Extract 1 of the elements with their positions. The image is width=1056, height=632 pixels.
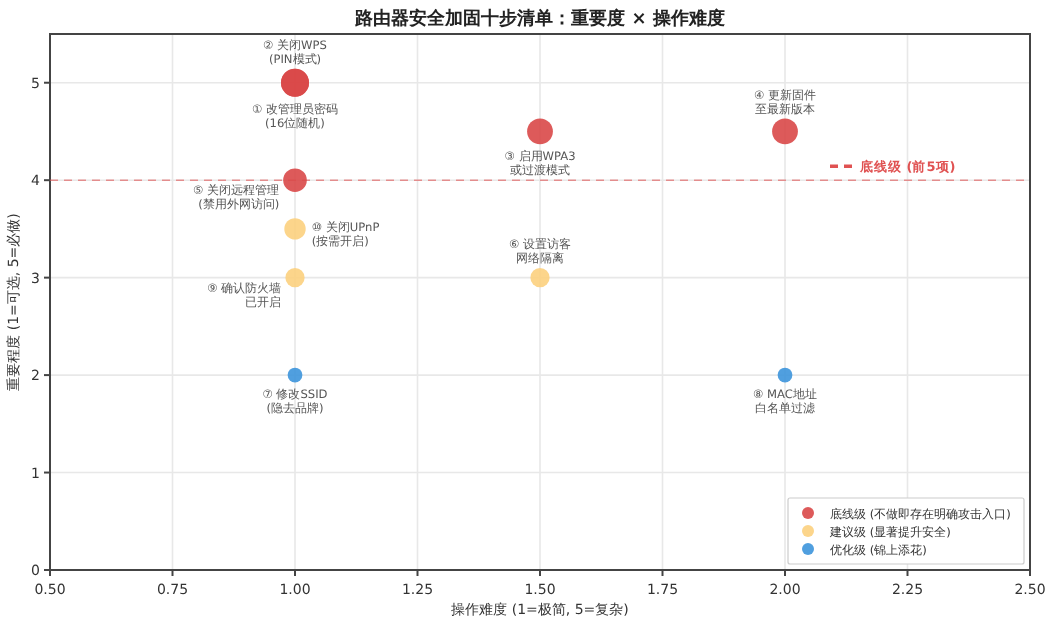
chart-title: 路由器安全加固十步清单：重要度 × 操作难度 — [353, 8, 725, 30]
